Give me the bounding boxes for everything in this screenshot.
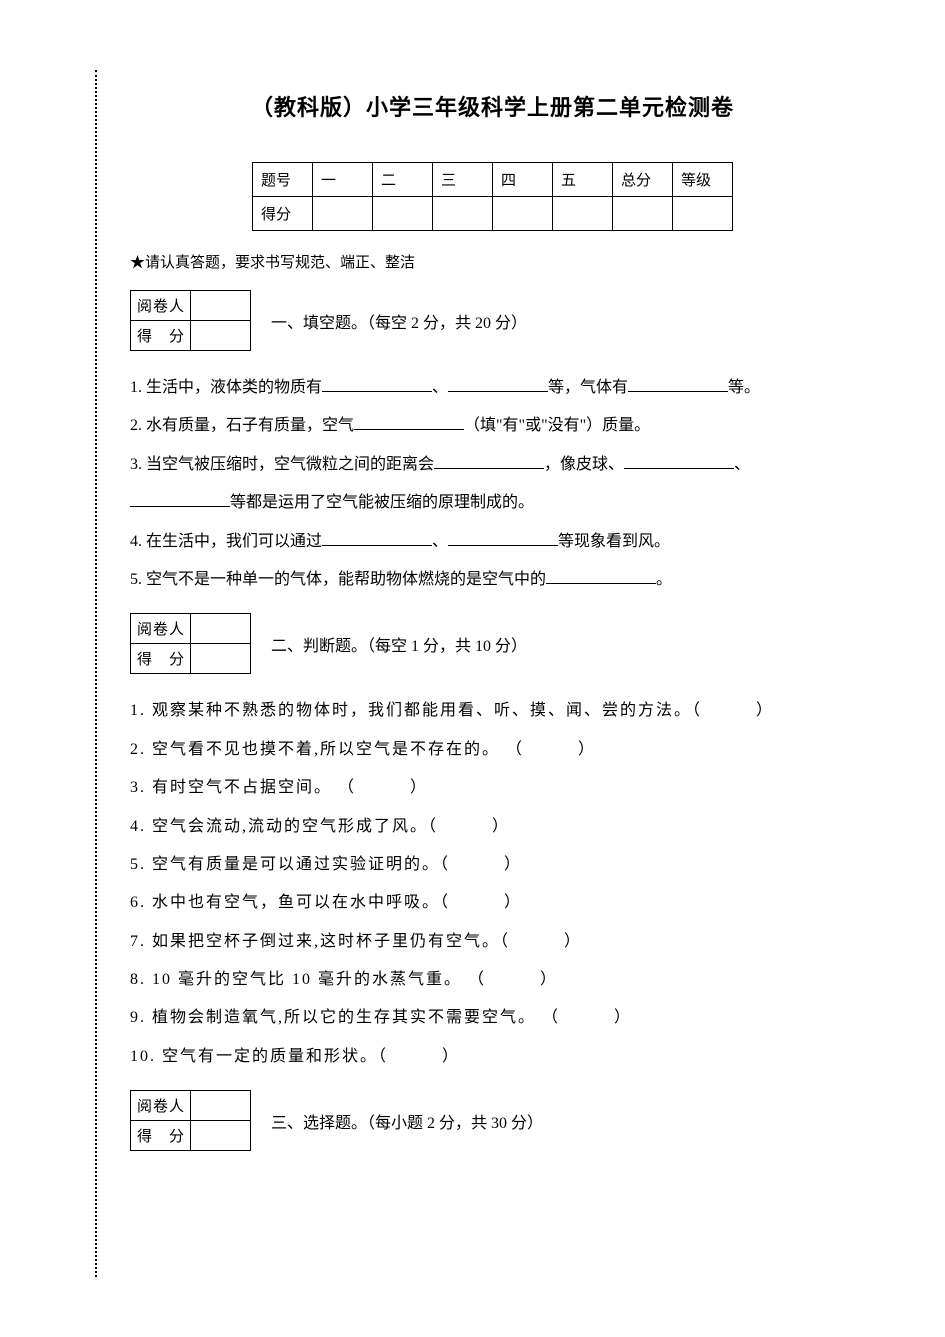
score-cell[interactable] [373, 197, 433, 231]
q-text: 5. 空气不是一种单一的气体，能帮助物体燃烧的是空气中的 [130, 571, 546, 588]
score-cell[interactable] [313, 197, 373, 231]
blank-field[interactable] [448, 376, 548, 392]
exam-title: （教科版）小学三年级科学上册第二单元检测卷 [130, 90, 855, 122]
header-cell: 五 [553, 163, 613, 197]
q-text: 。 [656, 571, 672, 588]
q-text: 3. 当空气被压缩时，空气微粒之间的距离会 [130, 456, 434, 473]
blank-field[interactable] [434, 453, 544, 469]
grader-box: 阅卷人 得 分 [130, 290, 251, 351]
fill-q3: 3. 当空气被压缩时，空气微粒之间的距离会 ，像皮球、 、等都是运用了空气能被压缩的… [130, 446, 855, 523]
score-label: 得 分 [131, 321, 191, 351]
score-cell[interactable] [433, 197, 493, 231]
q-text: 2. 水有质量，石子有质量，空气 [130, 417, 354, 434]
judge-questions: 1. 观察某种不熟悉的物体时，我们都能用看、听、摸、闻、尝的方法。（ ） 2. … [130, 692, 855, 1076]
q-text: 、 [432, 379, 448, 396]
score-label: 得 分 [131, 1121, 191, 1151]
q-text: 等。 [728, 379, 760, 396]
judge-q4: 4. 空气会流动,流动的空气形成了风。（ ） [130, 808, 855, 846]
score-summary-table: 题号 一 二 三 四 五 总分 等级 得分 [252, 162, 733, 231]
reviewer-field[interactable] [191, 614, 251, 644]
q-text: 等，气体有 [548, 379, 628, 396]
score-field[interactable] [191, 1121, 251, 1151]
judge-q7: 7. 如果把空杯子倒过来,这时杯子里仍有空气。（ ） [130, 923, 855, 961]
fill-q2: 2. 水有质量，石子有质量，空气 （填"有"或"没有"）质量。 [130, 407, 855, 445]
blank-field[interactable] [448, 530, 558, 546]
reviewer-field[interactable] [191, 291, 251, 321]
grader-box: 阅卷人 得 分 [130, 613, 251, 674]
page-content: （教科版）小学三年级科学上册第二单元检测卷 题号 一 二 三 四 五 总分 等级… [130, 90, 855, 1151]
section-1-header: 阅卷人 得 分 一、填空题。（每空 2 分，共 20 分） [130, 290, 855, 351]
fill-q5: 5. 空气不是一种单一的气体，能帮助物体燃烧的是空气中的 。 [130, 561, 855, 599]
reviewer-label: 阅卷人 [131, 291, 191, 321]
judge-q9: 9. 植物会制造氧气,所以它的生存其实不需要空气。 （ ） [130, 999, 855, 1037]
blank-field[interactable] [628, 376, 728, 392]
section-2-title: 二、判断题。（每空 1 分，共 10 分） [271, 632, 527, 656]
q-text: 4. 在生活中，我们可以通过 [130, 533, 322, 550]
section-3-header: 阅卷人 得 分 三、选择题。（每小题 2 分，共 30 分） [130, 1090, 855, 1151]
q-text: 1. 生活中，液体类的物质有 [130, 379, 322, 396]
reviewer-label: 阅卷人 [131, 1091, 191, 1121]
header-cell: 题号 [253, 163, 313, 197]
table-row: 得分 [253, 197, 733, 231]
header-cell: 一 [313, 163, 373, 197]
section-1-title: 一、填空题。（每空 2 分，共 20 分） [271, 309, 527, 333]
score-label-cell: 得分 [253, 197, 313, 231]
judge-q6: 6. 水中也有空气，鱼可以在水中呼吸。（ ） [130, 884, 855, 922]
score-field[interactable] [191, 644, 251, 674]
section-3-title: 三、选择题。（每小题 2 分，共 30 分） [271, 1109, 543, 1133]
table-row: 题号 一 二 三 四 五 总分 等级 [253, 163, 733, 197]
header-cell: 二 [373, 163, 433, 197]
score-label: 得 分 [131, 644, 191, 674]
judge-q10: 10. 空气有一定的质量和形状。（ ） [130, 1038, 855, 1076]
grader-box: 阅卷人 得 分 [130, 1090, 251, 1151]
reviewer-label: 阅卷人 [131, 614, 191, 644]
fill-q4: 4. 在生活中，我们可以通过 、 等现象看到风。 [130, 523, 855, 561]
q-text: 、 [432, 533, 448, 550]
header-cell: 三 [433, 163, 493, 197]
score-cell[interactable] [553, 197, 613, 231]
section-2-header: 阅卷人 得 分 二、判断题。（每空 1 分，共 10 分） [130, 613, 855, 674]
blank-field[interactable] [624, 453, 734, 469]
judge-q1: 1. 观察某种不熟悉的物体时，我们都能用看、听、摸、闻、尝的方法。（ ） [130, 692, 855, 730]
judge-q5: 5. 空气有质量是可以通过实验证明的。（ ） [130, 846, 855, 884]
score-field[interactable] [191, 321, 251, 351]
header-cell: 等级 [673, 163, 733, 197]
blank-field[interactable] [322, 530, 432, 546]
judge-q8: 8. 10 毫升的空气比 10 毫升的水蒸气重。 （ ） [130, 961, 855, 999]
judge-q2: 2. 空气看不见也摸不着,所以空气是不存在的。 （ ） [130, 731, 855, 769]
q-text: 等现象看到风。 [558, 533, 670, 550]
blank-field[interactable] [322, 376, 432, 392]
fill-questions: 1. 生活中，液体类的物质有、等，气体有等。 2. 水有质量，石子有质量，空气（… [130, 369, 855, 599]
score-cell[interactable] [673, 197, 733, 231]
score-cell[interactable] [613, 197, 673, 231]
score-cell[interactable] [493, 197, 553, 231]
q-text: 等都是运用了空气能被压缩的原理制成的。 [230, 494, 534, 511]
q-text: ，像皮球、 [544, 456, 624, 473]
judge-q3: 3. 有时空气不占据空间。 （ ） [130, 769, 855, 807]
q-text: （填"有"或"没有"）质量。 [464, 417, 650, 434]
binding-line [95, 70, 97, 1277]
blank-field[interactable] [546, 568, 656, 584]
blank-field[interactable] [130, 491, 230, 507]
fill-q1: 1. 生活中，液体类的物质有 、 等，气体有 等。 [130, 369, 855, 407]
q-text: 、 [734, 456, 750, 473]
instruction-text: ★请认真答题，要求书写规范、端正、整洁 [130, 251, 855, 272]
header-cell: 四 [493, 163, 553, 197]
header-cell: 总分 [613, 163, 673, 197]
reviewer-field[interactable] [191, 1091, 251, 1121]
blank-field[interactable] [354, 414, 464, 430]
